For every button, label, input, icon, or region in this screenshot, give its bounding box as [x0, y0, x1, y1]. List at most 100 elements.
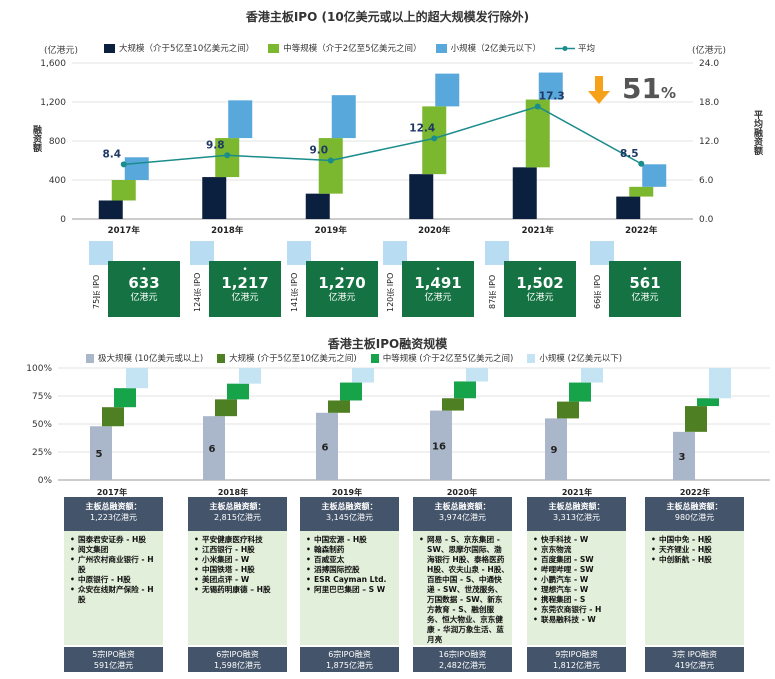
list-item: • 快手科技 - W	[533, 535, 623, 545]
legend-swatch	[217, 353, 226, 363]
avg-data-label: 17.3	[539, 91, 565, 103]
left-unit: (亿港元)	[44, 46, 79, 56]
column-footer: 5宗IPO融资 591亿港元	[64, 647, 163, 672]
column-footer: 6宗IPO融资 1,598亿港元	[188, 647, 287, 672]
item-text: 理想汽车 - W	[541, 585, 589, 594]
card-ipo-count: 87宗 IPO	[488, 274, 497, 310]
card-box: • 561 亿港元	[609, 261, 681, 317]
bullet-icon: •	[533, 545, 538, 554]
bottom-legend: 极大规模 (10亿美元或以上) 大规模 (介于5亿至10亿美元之间) 中等规模 …	[86, 352, 622, 364]
item-text: 江西银行 - H股	[202, 545, 255, 554]
item-text: 快手科技 - W	[541, 535, 589, 544]
avg-data-label: 9.8	[206, 139, 225, 151]
bullet-icon: •	[306, 575, 311, 584]
bar-large	[305, 193, 330, 219]
bar-xl	[90, 426, 112, 480]
column-footer: 9宗IPO融资 1,812亿港元	[527, 647, 626, 672]
bullet-icon: •	[194, 585, 199, 594]
card-value: 1,217	[221, 274, 269, 292]
list-item: • 江西银行 - H股	[194, 545, 284, 555]
list-item: • 无锡药明康德 – H股	[194, 585, 284, 595]
right-tick-label: 18.0	[699, 98, 719, 108]
header-label: 主板总融资额：	[666, 502, 723, 511]
header-amount: 3,974亿港元	[439, 513, 486, 522]
legend-label: 极大规模 (10亿美元或以上)	[98, 354, 204, 364]
header-label: 主板总融资额：	[548, 502, 605, 511]
bar-medium	[340, 382, 362, 401]
right-tick-label: 24.0	[699, 59, 719, 69]
card-unit: 亿港元	[631, 293, 659, 303]
list-item: • 百度集团 - SW	[533, 555, 623, 565]
avg-point	[224, 152, 231, 159]
card-box: • 1,217 亿港元	[209, 261, 281, 317]
x-tick-label: 2021年	[522, 225, 555, 236]
card-ipo-count: 141宗 IPO	[290, 272, 299, 312]
bullet-icon: •	[533, 555, 538, 564]
bar-xl	[673, 431, 695, 480]
bar-count-label: 3	[679, 452, 686, 463]
item-text: 小鹏汽车 - W	[541, 575, 589, 584]
bar-medium	[454, 381, 476, 399]
top-legend: 大规模（介于5亿至10亿美元之间） 中等规模（介于2亿至5亿美元之间） 小规模（…	[104, 42, 595, 54]
item-text: 中国宏源 - H股	[314, 535, 367, 544]
column-year: 2020年	[446, 488, 478, 497]
legend-item-xl: 极大规模 (10亿美元或以上)	[86, 352, 203, 364]
column-list: • 中国中免 - H股 • 天齐锂业 - H股 • 中创新航 - H股	[645, 531, 744, 645]
bar-large	[215, 399, 237, 417]
legend-swatch	[104, 43, 115, 53]
bar-small	[331, 95, 356, 139]
right-tick-label: 6.0	[699, 176, 714, 186]
bullet-icon: •	[651, 535, 656, 544]
card-value: 633	[128, 274, 160, 292]
avg-data-label: 8.5	[620, 148, 639, 160]
item-text: ESR Cayman Ltd.	[314, 575, 387, 584]
bar-small	[435, 73, 460, 107]
bar-small	[581, 368, 603, 383]
footer-count: 5宗IPO融资	[92, 650, 135, 659]
bar-small	[239, 368, 261, 384]
bullet-icon: •	[70, 545, 75, 554]
top-chart-title: 香港主板IPO (10亿美元或以上的超大规模发行除外)	[245, 10, 530, 24]
x-tick-label: 2017年	[108, 225, 141, 236]
bar-large	[102, 407, 124, 427]
avg-data-label: 8.4	[102, 148, 121, 160]
bar-large	[616, 196, 641, 219]
year-column: 主板总融资额： 3,974亿港元 • 网易 - S、京东集团 - SW、思摩尔国际、渤…	[413, 497, 512, 672]
bar-count-label: 5	[96, 449, 103, 460]
bar-medium	[697, 398, 719, 407]
bar-xl	[316, 412, 338, 480]
card-value: 1,270	[318, 274, 366, 292]
year-column: 主板总融资额： 2,815亿港元 • 平安健康医疗科技 • 江西银行 - H股 • 小米集团 …	[188, 497, 287, 672]
summary-card: 120宗 IPO • 1,491 亿港元	[383, 241, 475, 319]
column-list: • 快手科技 - W • 京东物流 • 百度集团 - SW • 哔哩哔哩 - SW • 小鹏汽车 …	[527, 531, 626, 645]
change-value: 51	[622, 72, 661, 105]
list-item: • 京东物流	[533, 545, 623, 555]
card-value: 561	[629, 274, 661, 292]
bar-small	[709, 368, 731, 399]
list-item: • 美团点评 - W	[194, 575, 284, 585]
item-text: 平安健康医疗科技	[202, 535, 263, 544]
item-text: 百威亚太	[314, 555, 345, 564]
avg-line	[123, 105, 642, 166]
legend-swatch	[86, 353, 94, 363]
card-box: • 633 亿港元	[108, 261, 180, 317]
card-ipo-count: 124宗 IPO	[193, 272, 202, 312]
card-value: 1,502	[516, 274, 564, 292]
column-header: 主板总融资额： 3,313亿港元	[527, 497, 626, 531]
avg-point	[534, 103, 541, 110]
right-axis-label: 平均融资额	[752, 110, 762, 155]
column-list: • 中国宏源 - H股 • 翰森制药 • 百威亚太 • 滔搏国际控股 • ESR Cayman L…	[300, 531, 399, 645]
bar-small	[538, 72, 563, 100]
bullet-icon: •	[194, 555, 199, 564]
legend-item-small: 小规模（2亿美元以下）	[435, 42, 541, 54]
item-text: 阅文集团	[78, 545, 109, 554]
bar-count-label: 6	[209, 444, 216, 455]
column-year: 2022年	[679, 488, 711, 497]
column-year: 2018年	[217, 488, 249, 497]
avg-point	[431, 135, 438, 142]
column-list: • 网易 - S、京东集团 - SW、思摩尔国际、渤海银行 H股、泰格医药 H股、…	[413, 531, 512, 645]
item-text: 众安在线财产保险 - H股	[78, 585, 154, 604]
summary-card: 124宗 IPO • 1,217 亿港元	[190, 241, 282, 319]
footer-count: 16宗IPO融资	[438, 650, 487, 659]
bar-large	[557, 401, 579, 419]
